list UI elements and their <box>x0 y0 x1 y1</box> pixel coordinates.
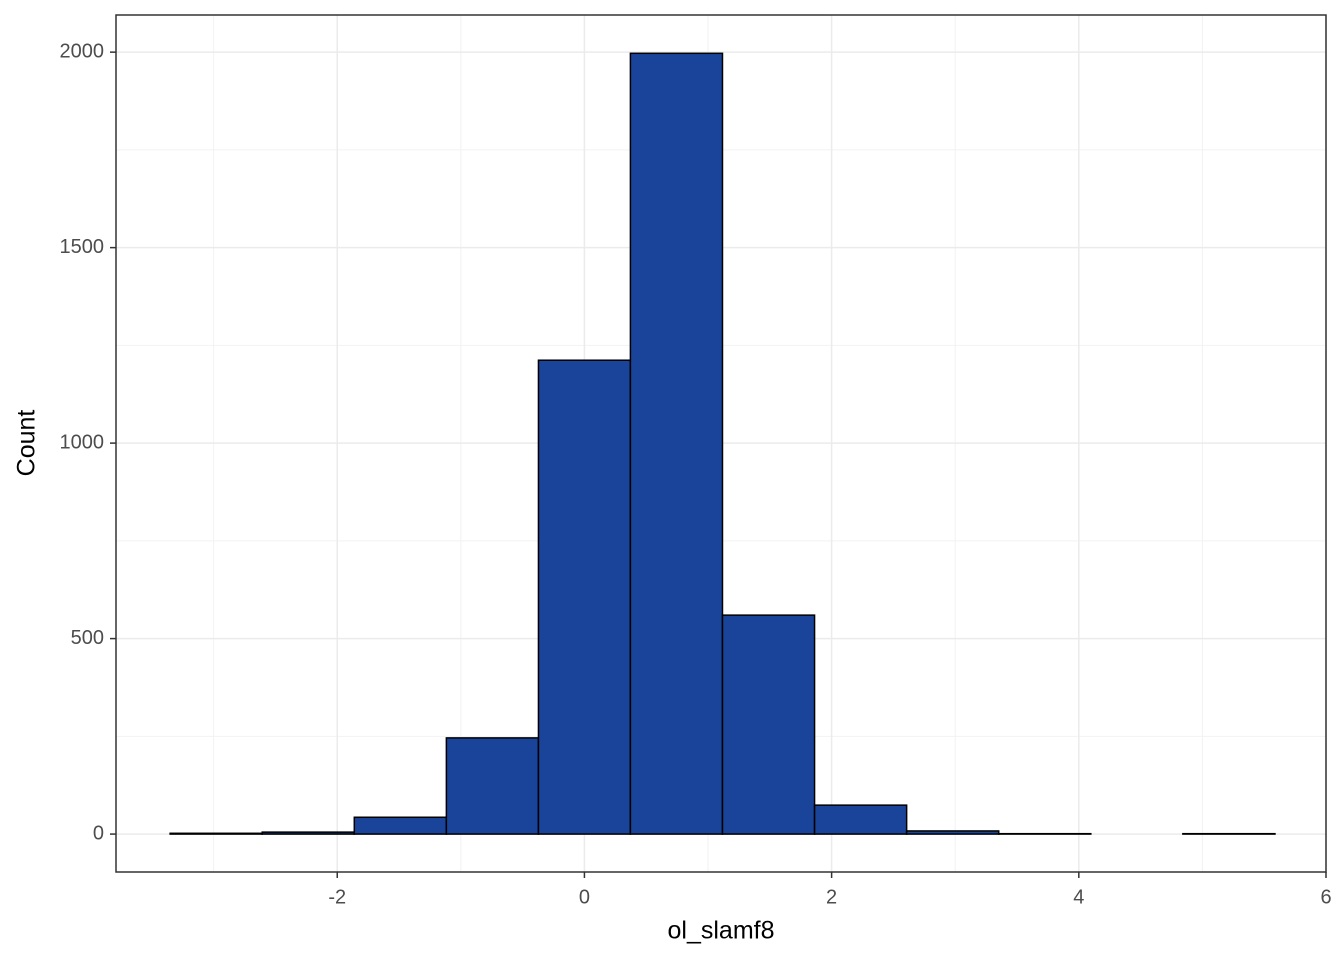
bar <box>721 614 816 835</box>
y-tick-label: 500 <box>71 627 104 649</box>
y-tick-label: 1500 <box>60 236 105 258</box>
bar <box>445 737 540 835</box>
x-tick-label: 2 <box>826 886 837 908</box>
x-axis-label: ol_slamf8 <box>668 917 775 945</box>
y-tick-label: 0 <box>93 822 104 844</box>
x-tick-label: 0 <box>579 886 590 908</box>
bar <box>353 816 448 835</box>
y-tick-label: 1000 <box>60 431 105 453</box>
y-axis-label: Count <box>13 410 41 477</box>
x-tick-label: -2 <box>328 886 346 908</box>
bar <box>905 830 1000 835</box>
x-tick-label: 4 <box>1073 886 1084 908</box>
bar <box>629 52 724 835</box>
bar <box>261 831 356 835</box>
y-tick-label: 2000 <box>60 40 105 62</box>
bar <box>537 359 632 835</box>
bar <box>169 832 263 835</box>
bar <box>813 804 908 835</box>
x-tick-label: 6 <box>1320 886 1331 908</box>
